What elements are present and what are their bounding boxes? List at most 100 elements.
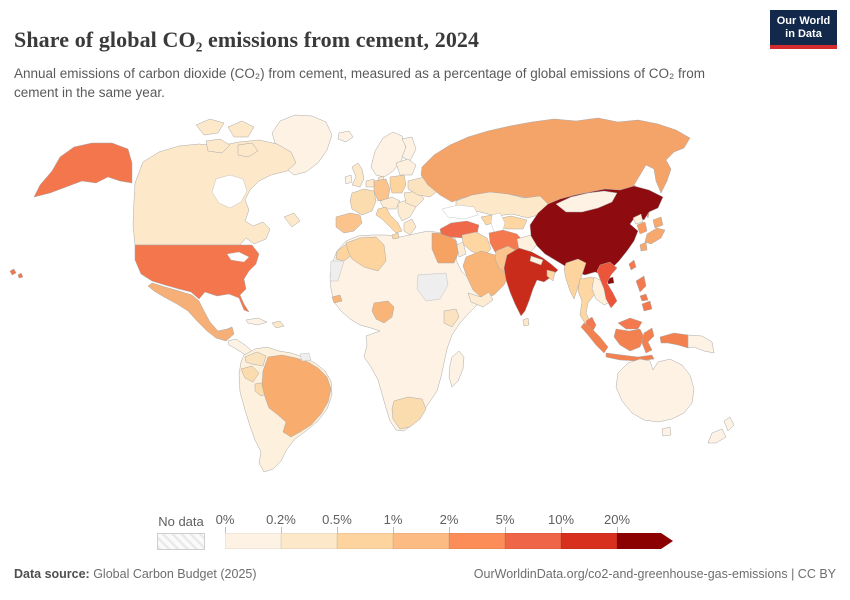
country-usa[interactable] [134,244,260,313]
country-canada-newfoundland[interactable] [283,212,301,228]
page-title: Share of global CO₂ emissions from cemen… [14,26,480,52]
legend-tick-7: 20% [603,512,631,527]
country-malaysia-borneo[interactable] [617,317,643,330]
legend-tickline [449,527,450,534]
country-canada-arctic-island[interactable] [205,138,231,154]
country-south-korea[interactable] [636,221,648,235]
country-south-africa[interactable] [391,396,427,430]
legend-tick-1: 0.2% [266,512,296,527]
legend-tickline [617,527,618,534]
legend-tickline [225,527,226,534]
country-madagascar[interactable] [448,350,465,388]
country-western-sahara-no-data[interactable] [329,260,345,282]
country-india[interactable] [503,247,559,317]
country-philippines-luzon[interactable] [635,275,647,293]
country-usa-alaska[interactable] [33,142,133,198]
country-senegal[interactable] [331,294,343,304]
country-japan-kyushu[interactable] [639,241,648,252]
country-iceland[interactable] [337,130,354,143]
country-brazil[interactable] [261,354,332,438]
country-indonesia-sulawesi[interactable] [641,327,655,354]
country-france[interactable] [349,188,377,216]
country-germany[interactable] [373,178,391,202]
country-new-zealand-north[interactable] [723,416,735,432]
legend-tickline [337,527,338,534]
country-nigeria[interactable] [371,300,395,324]
country-indonesia-papua[interactable] [659,332,689,349]
country-north-korea[interactable] [632,213,644,225]
country-usa-hawaii[interactable] [9,268,17,276]
country-spain[interactable] [335,212,363,234]
region-belarus-baltics[interactable] [395,158,417,176]
country-yemen[interactable] [467,291,494,308]
owid-logo-line1: Our World [776,14,831,27]
data-source: Data source: Global Carbon Budget (2025) [14,567,257,581]
country-colombia[interactable] [244,351,267,367]
country-mexico[interactable] [147,282,235,342]
legend-colorbar: 0% 0.2% 0.5% 1% 2% 5% 10% 20% [216,512,673,549]
country-papua-new-guinea[interactable] [687,334,715,354]
country-canada-arctic-island[interactable] [195,118,225,136]
region-israel-jordan[interactable] [456,241,467,258]
black-sea [441,204,479,220]
country-new-zealand-south[interactable] [707,428,727,444]
country-indonesia-java[interactable] [605,352,655,362]
country-peru[interactable] [240,365,260,383]
country-vietnam[interactable] [596,261,618,309]
legend-tick-4: 2% [439,512,459,527]
owid-logo[interactable]: Our World in Data [770,10,837,49]
legend-bin-1[interactable] [281,533,337,549]
country-algeria[interactable] [345,236,387,272]
country-greece[interactable] [403,218,417,236]
country-mongolia[interactable] [555,190,618,213]
country-guyana-no-data[interactable] [299,352,312,362]
country-usa-hawaii[interactable] [17,272,24,279]
country-ireland[interactable] [344,174,353,185]
country-sri-lanka[interactable] [522,317,530,327]
region-low-countries[interactable] [365,178,375,188]
country-japan-honshu[interactable] [644,227,666,245]
legend-tickline [281,527,282,534]
legend-tickline [505,527,506,534]
legend-bin-5[interactable] [505,533,561,549]
country-philippines-mindanao[interactable] [641,300,653,312]
country-poland[interactable] [389,174,407,194]
legend-bin-0[interactable] [225,533,281,549]
country-bangladesh[interactable] [546,269,556,282]
country-japan-hokkaido[interactable] [652,216,664,229]
country-italy-sicily[interactable] [391,232,400,240]
country-australia[interactable] [615,358,695,423]
no-data-swatch[interactable] [157,533,205,550]
country-taiwan[interactable] [628,259,637,271]
country-italy[interactable] [375,206,403,234]
country-uk[interactable] [351,162,365,188]
country-indonesia-sumatra[interactable] [580,322,609,354]
legend-tickline [561,527,562,534]
legend-tick-6: 10% [547,512,575,527]
country-cuba[interactable] [245,317,268,326]
legend-tick-5: 5% [495,512,515,527]
legend-bin-2[interactable] [337,533,393,549]
country-philippines-visayas[interactable] [639,293,649,302]
legend-bin-4[interactable] [449,533,505,549]
country-kenya[interactable] [443,308,460,328]
country-canada-arctic-island[interactable] [227,120,255,138]
country-indonesia-kalimantan[interactable] [613,328,645,352]
legend-bin-7[interactable] [617,533,673,549]
world-choropleth-map [0,105,850,515]
legend-tick-2: 0.5% [322,512,352,527]
country-canada-arctic-island[interactable] [237,142,259,158]
legend-tick-3: 1% [383,512,403,527]
data-source-label: Data source: [14,567,90,581]
great-lakes [226,251,250,263]
legend-bin-3[interactable] [393,533,449,549]
country-australia-tasmania[interactable] [661,426,672,437]
license-link[interactable]: OurWorldinData.org/co2-and-greenhouse-ga… [473,567,836,581]
legend-bin-6[interactable] [561,533,617,549]
country-nepal[interactable] [529,255,544,266]
legend-tickline [393,527,394,534]
country-myanmar[interactable] [563,258,587,300]
country-south-sudan-no-data[interactable] [416,272,449,302]
country-hispaniola[interactable] [271,320,285,329]
data-source-text: Global Carbon Budget (2025) [89,567,257,581]
